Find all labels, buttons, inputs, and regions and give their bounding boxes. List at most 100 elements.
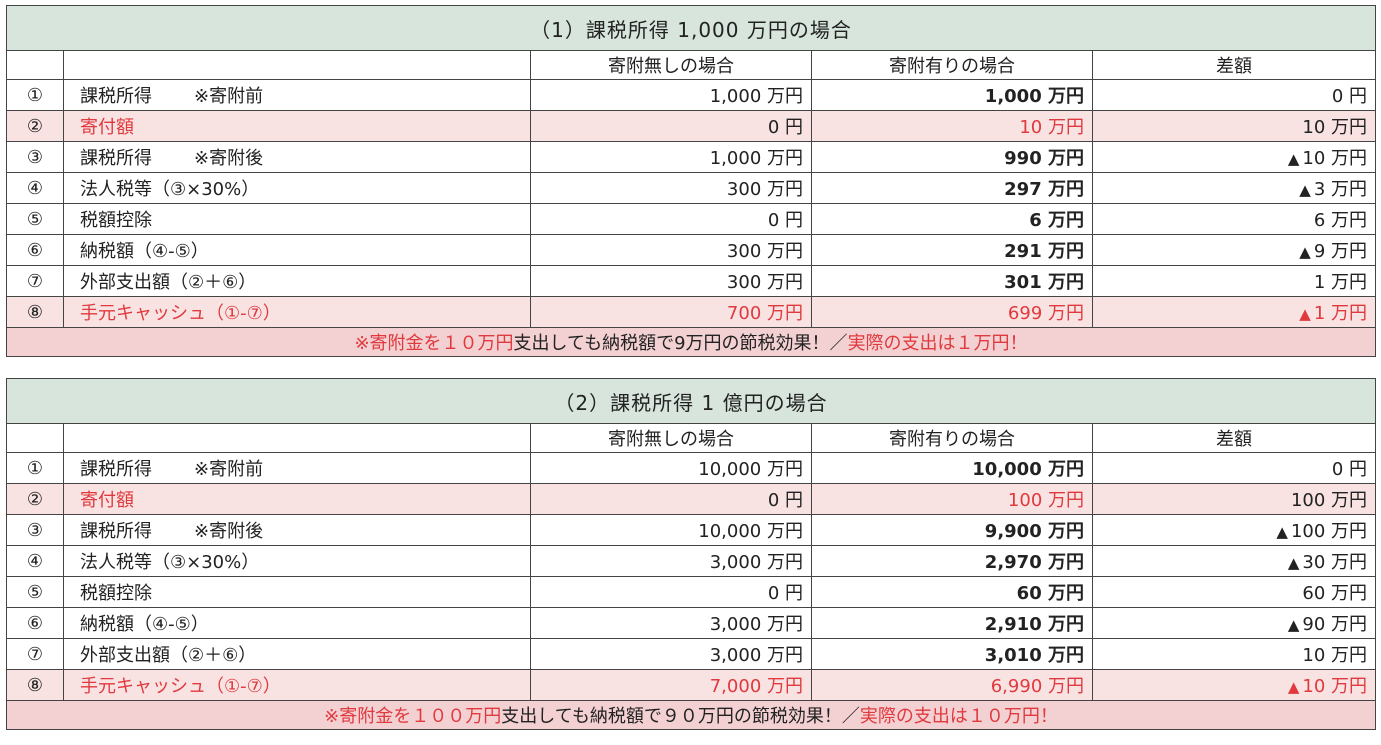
tax-table-1oku: （2）課税所得 1 億円の場合 寄附無しの場合 寄附有りの場合 差額 ① 課税所… <box>5 378 1377 730</box>
row-number: ⑥ <box>6 607 64 639</box>
value-diff: ▲ 3 万円 <box>1091 172 1377 204</box>
col-header-with: 寄附有りの場合 <box>811 50 1093 80</box>
row-label: 寄付額 <box>63 110 531 142</box>
value-diff: 0 円 <box>1091 79 1377 111</box>
table-row-highlight: ② 寄付額 0 円 100 万円 100 万円 <box>6 483 1377 515</box>
value-with: 3,010 万円 <box>811 638 1093 670</box>
value-diff: 10 万円 <box>1091 110 1377 142</box>
row-number: ④ <box>6 545 64 577</box>
table-row: ⑥ 納税額（④-⑤） 300 万円 291 万円 ▲ 9 万円 <box>6 234 1377 266</box>
row-label-note: ※寄附後 <box>194 521 264 542</box>
row-label: 寄付額 <box>63 483 531 515</box>
summary-note-row: ※寄附金を１０万円支出しても納税額で9万円の節税効果！／実際の支出は１万円！ <box>5 327 1377 357</box>
value-diff: 1 万円 <box>1091 265 1377 297</box>
value-with: 1,000 万円 <box>811 79 1093 111</box>
value-without: 300 万円 <box>530 265 812 297</box>
table-title: （1）課税所得 1,000 万円の場合 <box>5 5 1377 51</box>
value-without: 7,000 万円 <box>530 669 812 701</box>
decrease-triangle-icon: ▲ <box>1276 523 1288 541</box>
table-row: ⑤ 税額控除 0 円 60 万円 60 万円 <box>6 576 1377 608</box>
value-with: 699 万円 <box>811 296 1093 328</box>
value-with: 291 万円 <box>811 234 1093 266</box>
decrease-triangle-icon: ▲ <box>1299 181 1311 199</box>
row-label-note: ※寄附後 <box>194 148 264 169</box>
value-diff: 60 万円 <box>1091 576 1377 608</box>
col-header-diff: 差額 <box>1091 50 1377 80</box>
row-number: ⑦ <box>6 265 64 297</box>
value-without: 0 円 <box>530 203 812 235</box>
row-number: ⑧ <box>6 669 64 701</box>
value-diff: 6 万円 <box>1091 203 1377 235</box>
value-diff: ▲ 90 万円 <box>1091 607 1377 639</box>
table-row: ① 課税所得 ※寄附前 10,000 万円 10,000 万円 0 円 <box>6 452 1377 484</box>
value-with: 2,970 万円 <box>811 545 1093 577</box>
value-with: 2,910 万円 <box>811 607 1093 639</box>
value-diff: 10 万円 <box>1091 638 1377 670</box>
row-number: ③ <box>6 514 64 546</box>
row-number: ⑧ <box>6 296 64 328</box>
value-with: 6 万円 <box>811 203 1093 235</box>
value-diff: ▲ 10 万円 <box>1091 669 1377 701</box>
table-row: ④ 法人税等（③×30%） 3,000 万円 2,970 万円 ▲ 30 万円 <box>6 545 1377 577</box>
row-label: 課税所得 ※寄附後 <box>63 514 531 546</box>
column-header-row: 寄附無しの場合 寄附有りの場合 差額 <box>6 50 1377 80</box>
value-without: 300 万円 <box>530 234 812 266</box>
value-without: 0 円 <box>530 483 812 515</box>
value-without: 0 円 <box>530 576 812 608</box>
value-with: 6,990 万円 <box>811 669 1093 701</box>
table-row: ① 課税所得 ※寄附前 1,000 万円 1,000 万円 0 円 <box>6 79 1377 111</box>
row-label: 法人税等（③×30%） <box>63 172 531 204</box>
table-row: ⑦ 外部支出額（②＋⑥） 3,000 万円 3,010 万円 10 万円 <box>6 638 1377 670</box>
row-number: ④ <box>6 172 64 204</box>
col-header-diff: 差額 <box>1091 423 1377 453</box>
value-diff: ▲ 1 万円 <box>1091 296 1377 328</box>
row-label-note: ※寄附前 <box>194 86 264 107</box>
row-number: ① <box>6 452 64 484</box>
summary-note: ※寄附金を１０万円支出しても納税額で9万円の節税効果！／実際の支出は１万円！ <box>5 327 1377 357</box>
row-label: 税額控除 <box>63 203 531 235</box>
tax-table-1000man: （1）課税所得 1,000 万円の場合 寄附無しの場合 寄附有りの場合 差額 ①… <box>5 5 1377 357</box>
row-label: 課税所得 ※寄附前 <box>63 452 531 484</box>
table-row: ⑥ 納税額（④-⑤） 3,000 万円 2,910 万円 ▲ 90 万円 <box>6 607 1377 639</box>
row-label: 課税所得 ※寄附後 <box>63 141 531 173</box>
col-header-with: 寄附有りの場合 <box>811 423 1093 453</box>
value-without: 1,000 万円 <box>530 79 812 111</box>
row-label: 外部支出額（②＋⑥） <box>63 638 531 670</box>
row-number: ② <box>6 110 64 142</box>
value-diff: ▲ 30 万円 <box>1091 545 1377 577</box>
row-label: 手元キャッシュ（①-⑦） <box>63 669 531 701</box>
value-without: 700 万円 <box>530 296 812 328</box>
value-with: 60 万円 <box>811 576 1093 608</box>
row-number: ⑤ <box>6 576 64 608</box>
column-header-row: 寄附無しの場合 寄附有りの場合 差額 <box>6 423 1377 453</box>
row-number: ⑥ <box>6 234 64 266</box>
col-header-no <box>6 50 64 80</box>
summary-note-row: ※寄附金を１００万円支出しても納税額で９０万円の節税効果！／実際の支出は１０万円… <box>5 700 1377 730</box>
value-without: 0 円 <box>530 110 812 142</box>
table-row-highlight: ⑧ 手元キャッシュ（①-⑦） 7,000 万円 6,990 万円 ▲ 10 万円 <box>6 669 1377 701</box>
table-row-highlight: ② 寄付額 0 円 10 万円 10 万円 <box>6 110 1377 142</box>
table-row-highlight: ⑧ 手元キャッシュ（①-⑦） 700 万円 699 万円 ▲ 1 万円 <box>6 296 1377 328</box>
row-label: 課税所得 ※寄附前 <box>63 79 531 111</box>
summary-note: ※寄附金を１００万円支出しても納税額で９０万円の節税効果！／実際の支出は１０万円… <box>5 700 1377 730</box>
value-with: 10 万円 <box>811 110 1093 142</box>
table-row: ③ 課税所得 ※寄附後 1,000 万円 990 万円 ▲ 10 万円 <box>6 141 1377 173</box>
table-row: ⑦ 外部支出額（②＋⑥） 300 万円 301 万円 1 万円 <box>6 265 1377 297</box>
value-without: 3,000 万円 <box>530 607 812 639</box>
col-header-without: 寄附無しの場合 <box>530 50 812 80</box>
row-number: ① <box>6 79 64 111</box>
row-label: 法人税等（③×30%） <box>63 545 531 577</box>
value-with: 9,900 万円 <box>811 514 1093 546</box>
row-number: ⑤ <box>6 203 64 235</box>
value-without: 10,000 万円 <box>530 514 812 546</box>
decrease-triangle-icon: ▲ <box>1299 305 1311 323</box>
value-diff: ▲ 100 万円 <box>1091 514 1377 546</box>
row-number: ⑦ <box>6 638 64 670</box>
col-header-without: 寄附無しの場合 <box>530 423 812 453</box>
row-label: 外部支出額（②＋⑥） <box>63 265 531 297</box>
value-without: 1,000 万円 <box>530 141 812 173</box>
decrease-triangle-icon: ▲ <box>1287 554 1300 572</box>
row-label: 税額控除 <box>63 576 531 608</box>
value-with: 301 万円 <box>811 265 1093 297</box>
row-number: ② <box>6 483 64 515</box>
